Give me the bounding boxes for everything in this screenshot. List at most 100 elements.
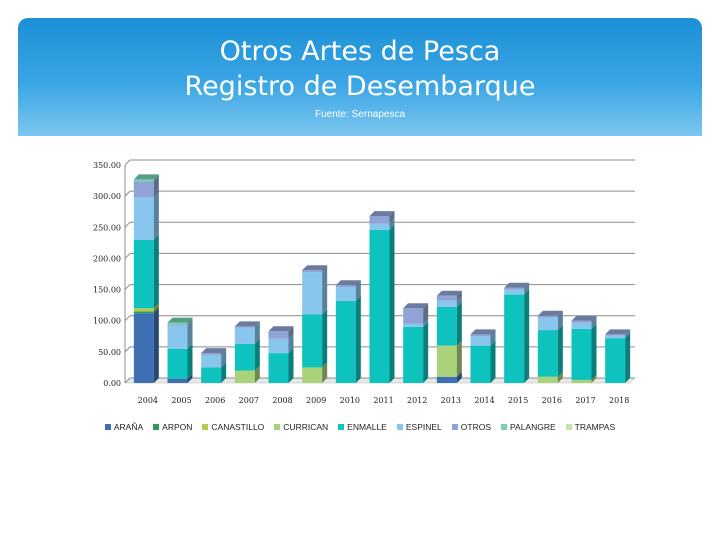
bar-segment <box>369 229 390 383</box>
bar-segment-side <box>625 329 631 336</box>
bar-top <box>302 265 328 271</box>
bar-segment-side <box>153 234 159 309</box>
bar-segment <box>571 322 592 329</box>
bar-segment <box>436 307 457 346</box>
gridline-diagonal <box>124 284 131 290</box>
bar-segment-side <box>187 343 193 379</box>
gridline-diagonal <box>124 346 131 353</box>
bar-segment <box>537 330 558 377</box>
bar-top <box>369 211 395 217</box>
bar-segment <box>167 348 188 379</box>
bar-segment-side <box>625 333 631 383</box>
bar-top <box>234 321 260 327</box>
x-tick-label: 2013 <box>441 396 461 405</box>
legend-swatch <box>451 424 458 430</box>
bar-segment <box>605 338 626 383</box>
bar-segment-side <box>389 218 395 230</box>
bar-segment-side <box>153 303 159 312</box>
y-tick-label: 150.00 <box>93 286 121 295</box>
x-tick-label: 2014 <box>474 396 494 405</box>
bar-segment-side <box>557 325 563 377</box>
bar-segment-side <box>456 295 462 308</box>
bar-segment <box>133 239 154 309</box>
bar-segment <box>470 334 491 337</box>
legend-label: ESPINEL <box>405 422 442 432</box>
bar-segment-side <box>456 290 462 301</box>
legend-swatch <box>565 424 572 430</box>
x-tick-label: 2004 <box>138 396 158 405</box>
x-tick-label: 2018 <box>609 396 629 405</box>
bar-segment <box>369 223 390 230</box>
y-tick-label: 50.00 <box>98 348 121 357</box>
bar-segment <box>605 335 626 339</box>
bar-segment <box>537 317 558 331</box>
bar-segment <box>335 285 356 288</box>
bar-segment-side <box>490 329 496 337</box>
bar-segment <box>234 370 255 383</box>
x-tick-label: 2007 <box>239 396 259 405</box>
bar-segment <box>133 197 154 240</box>
bar-segment-side <box>389 224 395 383</box>
bar-segment-side <box>355 282 361 301</box>
x-tick-label: 2017 <box>575 396 595 405</box>
legend-swatch <box>501 424 507 430</box>
bar-segment-side <box>557 371 563 383</box>
bar-segment-side <box>254 322 260 344</box>
x-tick-label: 2011 <box>373 396 393 405</box>
bar-segment-side <box>524 282 530 290</box>
x-tick-label: 2006 <box>205 396 225 405</box>
bar-segment <box>234 327 255 344</box>
gridline-diagonal <box>124 221 131 228</box>
bar-top <box>167 317 193 323</box>
bar-segment-side <box>355 280 361 288</box>
legend-label: ARAÑA <box>113 422 144 432</box>
bar-segment <box>470 336 491 346</box>
title-banner <box>18 18 702 136</box>
bar-segment <box>133 311 154 314</box>
x-tick-label: 2005 <box>171 396 191 405</box>
bar-segment-side <box>187 317 193 325</box>
bar-segment-side <box>355 295 361 383</box>
chart-legend: ARAÑA ARPON CANASTILLO CURRICAN ENMALLE ESPIN… <box>0 422 720 432</box>
bar-segment <box>571 320 592 323</box>
legend-swatch <box>396 424 403 430</box>
bar-segment <box>268 353 289 383</box>
bar-segment-side <box>456 302 462 346</box>
bar-segment <box>167 322 188 325</box>
legend-swatch <box>153 424 160 430</box>
bar-segment-side <box>254 321 260 328</box>
bar-segment-side <box>221 362 227 383</box>
bar-segment-side <box>254 365 260 383</box>
bar-segment <box>133 308 154 312</box>
x-tick-label: 2012 <box>407 396 427 405</box>
bar-segment-side <box>153 174 159 182</box>
y-tick-label: 100.00 <box>93 317 121 326</box>
stacked-bar-chart: 0.00 50.00 100.00 150.00 200.00 250.00 300.00 3… <box>93 159 636 405</box>
x-tick-label: 2009 <box>306 396 326 405</box>
bar-segment <box>201 353 222 355</box>
bar-top <box>133 174 159 180</box>
bar-segment <box>436 376 457 383</box>
bar-segment <box>403 308 424 324</box>
bar-top <box>268 326 294 332</box>
chart-title: Otros Artes de Pesca Registro de Desemba… <box>0 34 720 104</box>
y-tick-label: 200.00 <box>93 254 121 263</box>
bar-segment-side <box>288 333 294 354</box>
legend-label: TRAMPAS <box>574 422 616 432</box>
bar-segment-side <box>591 317 597 329</box>
bar-segment <box>403 323 424 327</box>
bar-segment <box>436 345 457 377</box>
legend-swatch <box>104 424 111 430</box>
bar-segment-side <box>221 348 227 355</box>
bar-segment <box>201 354 222 368</box>
bar-segment-side <box>456 340 462 377</box>
bar-segment <box>504 294 525 383</box>
legend-item: TRAMPAS <box>565 422 616 432</box>
legend-swatch <box>202 424 209 430</box>
bar-segment <box>167 325 188 349</box>
bar-top <box>605 329 631 335</box>
legend-item: CANASTILLO <box>202 422 264 432</box>
bar-segment-side <box>625 330 631 339</box>
bar-top <box>571 315 597 321</box>
bar-segment-side <box>153 306 159 314</box>
